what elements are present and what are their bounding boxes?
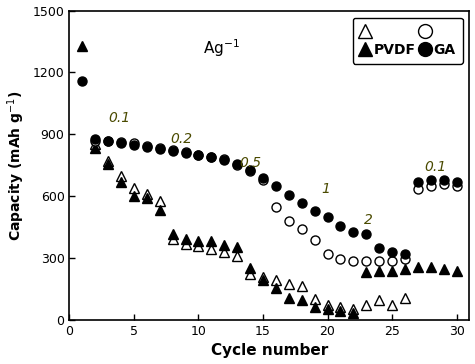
Legend: , PVDF, , GA: , PVDF, , GA bbox=[352, 17, 463, 64]
X-axis label: Cycle number: Cycle number bbox=[211, 344, 328, 359]
Text: 0.2: 0.2 bbox=[170, 132, 192, 146]
Text: 0.5: 0.5 bbox=[240, 157, 262, 170]
Text: 0.1: 0.1 bbox=[424, 161, 446, 174]
Text: 0.1: 0.1 bbox=[108, 111, 130, 125]
Text: 1: 1 bbox=[321, 182, 330, 196]
Text: Ag$^{-1}$: Ag$^{-1}$ bbox=[203, 37, 240, 59]
Y-axis label: Capacity (mAh g$^{-1}$): Capacity (mAh g$^{-1}$) bbox=[6, 90, 27, 241]
Text: 2: 2 bbox=[364, 213, 372, 227]
